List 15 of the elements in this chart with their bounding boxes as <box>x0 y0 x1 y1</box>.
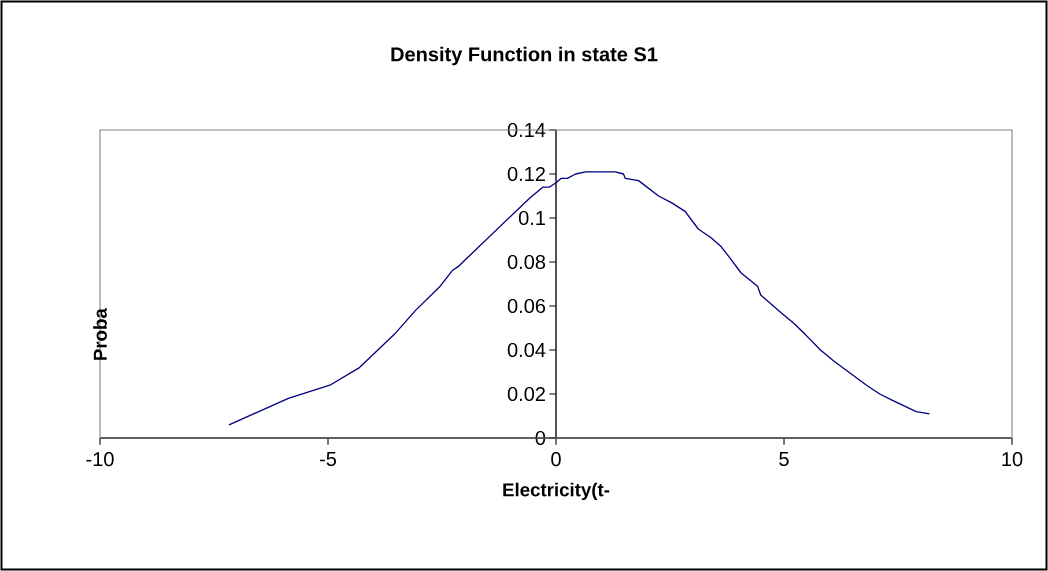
x-tick-label: 0 <box>551 452 561 467</box>
y-tick-label: 0.02 <box>507 386 545 402</box>
y-axis-title: Proba <box>93 308 107 360</box>
y-tick-label: 0.08 <box>507 254 546 270</box>
x-tick-label: -5 <box>319 452 337 466</box>
y-tick-label: 0.12 <box>507 166 545 182</box>
y-tick-label: 0.14 <box>507 122 546 138</box>
x-axis-title: Electricity(t- <box>503 482 610 501</box>
y-tick-label: 0.06 <box>507 298 546 314</box>
chart-title: Density Function in state S1 <box>391 46 658 66</box>
x-tick-label: 5 <box>779 452 789 466</box>
x-tick-label: -10 <box>86 452 114 467</box>
y-tick-label: 0.04 <box>507 342 546 358</box>
x-tick-label: 10 <box>1002 452 1023 467</box>
y-tick-label: 0.1 <box>518 210 545 226</box>
